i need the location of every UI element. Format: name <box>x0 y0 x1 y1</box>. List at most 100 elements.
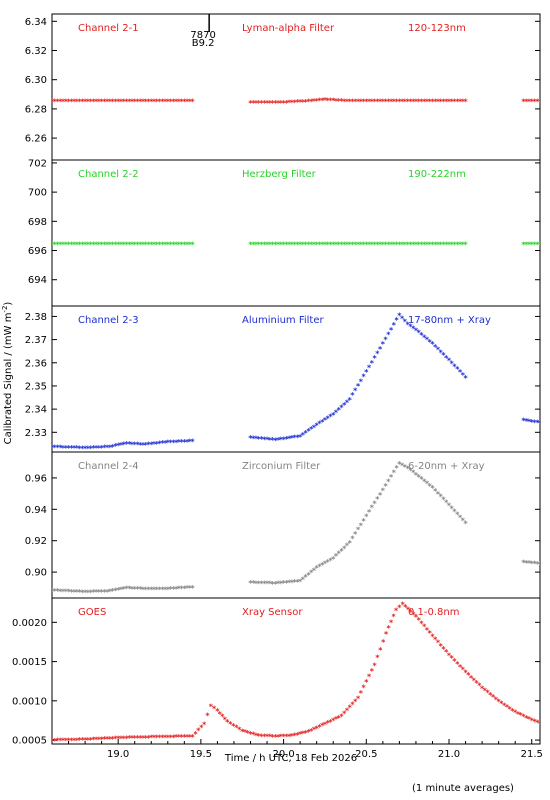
data-point: * <box>262 732 267 741</box>
data-point: * <box>317 563 322 572</box>
data-point: * <box>450 98 455 107</box>
data-point: * <box>304 429 309 438</box>
data-point: * <box>284 435 289 444</box>
data-point: * <box>66 98 71 107</box>
data-point: * <box>422 477 427 486</box>
data-point: * <box>290 732 295 741</box>
data-point: * <box>350 98 355 107</box>
data-point: * <box>436 98 441 107</box>
data-point: * <box>270 241 275 250</box>
data-point: * <box>337 241 342 250</box>
data-point: * <box>270 436 275 445</box>
data-point: * <box>124 98 129 107</box>
data-point: * <box>422 623 427 632</box>
panel-4: 0.90 0.92 0.94 0.96 Channel 2-4 Zirconium Fil… <box>25 451 541 599</box>
y-tick-label: 696 <box>28 246 47 257</box>
data-point: * <box>397 603 402 612</box>
data-point: * <box>361 241 366 250</box>
data-point: * <box>155 241 160 250</box>
data-point: * <box>384 241 389 250</box>
data-point: * <box>306 427 311 436</box>
data-point: * <box>458 368 463 377</box>
event-marker: 7870 B9.2 <box>190 14 216 49</box>
data-point: * <box>370 359 375 368</box>
data-point: * <box>254 731 259 740</box>
data-point: * <box>455 241 460 250</box>
data-point: * <box>144 441 149 450</box>
panel-5: 0.0005 0.0010 0.0015 0.0020 GOES Xray Sensor 0… <box>12 597 541 747</box>
data-point: * <box>270 580 275 589</box>
data-point: * <box>64 588 69 597</box>
data-point: * <box>408 467 413 476</box>
data-point: * <box>284 579 289 588</box>
data-point: * <box>243 728 248 737</box>
y-tick-label: 698 <box>28 217 47 228</box>
data-point: * <box>105 588 110 597</box>
data-point: * <box>149 241 154 250</box>
data-point: * <box>386 478 391 487</box>
data-point: * <box>55 98 60 107</box>
data-point: * <box>135 585 140 594</box>
data-point: * <box>535 560 540 569</box>
data-point: * <box>436 346 441 355</box>
data-point: * <box>417 329 422 338</box>
data-point: * <box>177 585 182 594</box>
data-point: * <box>111 98 116 107</box>
data-point: * <box>182 98 187 107</box>
data-point: * <box>66 736 71 745</box>
data-point: * <box>61 444 66 453</box>
data-point: * <box>387 624 392 633</box>
data-point: * <box>212 705 217 714</box>
data-point: * <box>372 499 377 508</box>
data-point: * <box>359 377 364 386</box>
data-point: * <box>367 672 372 681</box>
data-point: * <box>166 733 171 742</box>
data-point: * <box>284 241 289 250</box>
data-point: * <box>55 737 60 746</box>
x-axis-label: Time / h UTC, 18 Feb 2026 <box>224 753 357 764</box>
data-point: * <box>281 99 286 108</box>
data-point: * <box>334 552 339 561</box>
data-point: * <box>306 571 311 580</box>
data-point: * <box>298 241 303 250</box>
data-point: * <box>508 705 513 714</box>
data-point: * <box>326 558 331 567</box>
data-point: * <box>146 734 151 743</box>
y-tick-label: 6.26 <box>25 134 47 145</box>
panel-frame <box>51 159 541 307</box>
data-point: * <box>91 241 96 250</box>
x-tick-label: 20.5 <box>355 749 377 760</box>
data-point: * <box>524 714 529 723</box>
data-point: * <box>345 97 350 106</box>
data-point: * <box>372 662 377 671</box>
data-point: * <box>97 444 102 453</box>
data-point: * <box>326 414 331 423</box>
data-point: * <box>430 241 435 250</box>
data-point: * <box>356 98 361 107</box>
data-point: * <box>334 408 339 417</box>
x-tick-label: 21.0 <box>438 749 460 760</box>
data-point: * <box>163 98 168 107</box>
data-point: * <box>417 98 422 107</box>
data-point: * <box>395 316 400 325</box>
data-point: * <box>72 588 77 597</box>
data-point: * <box>75 736 80 745</box>
data-point: * <box>188 733 193 742</box>
data-point: * <box>339 97 344 106</box>
data-point: * <box>86 588 91 597</box>
data-point: * <box>268 99 273 108</box>
data-point: * <box>433 343 438 352</box>
data-point: * <box>345 398 350 407</box>
data-point: * <box>163 585 168 594</box>
panel-band-label: 17-80nm + Xray <box>408 315 491 326</box>
data-point: * <box>463 519 468 528</box>
data-point: * <box>130 440 135 449</box>
data-point: * <box>61 737 66 746</box>
data-point: * <box>144 734 149 743</box>
data-point: * <box>97 588 102 597</box>
y-axis-label-end: ) <box>3 302 14 306</box>
data-point: * <box>433 98 438 107</box>
data-point: * <box>339 547 344 556</box>
data-point: * <box>372 241 377 250</box>
data-point: * <box>182 241 187 250</box>
